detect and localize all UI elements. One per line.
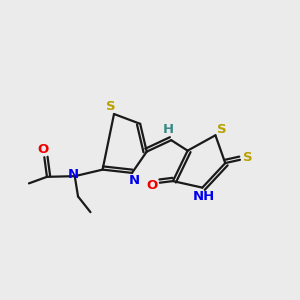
- Text: O: O: [146, 179, 157, 193]
- Text: O: O: [37, 143, 48, 157]
- Text: S: S: [106, 100, 116, 113]
- Text: NH: NH: [193, 190, 215, 203]
- Text: N: N: [129, 174, 140, 187]
- Text: H: H: [162, 123, 174, 136]
- Text: S: S: [243, 151, 253, 164]
- Text: S: S: [217, 123, 226, 136]
- Text: N: N: [68, 168, 79, 181]
